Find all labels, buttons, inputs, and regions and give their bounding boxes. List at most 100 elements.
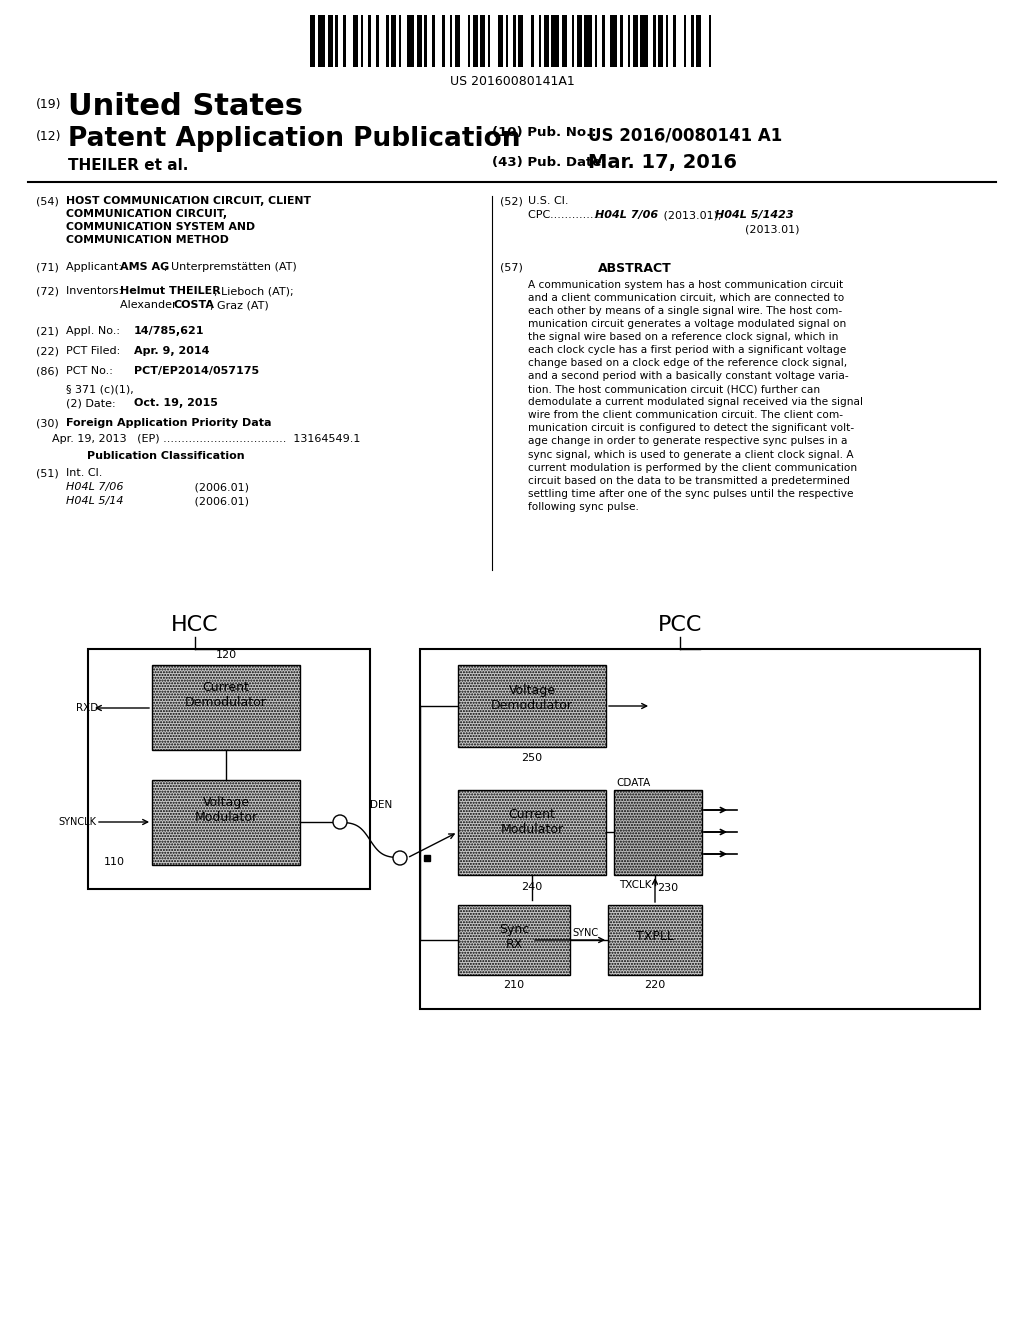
Bar xyxy=(343,15,345,67)
Bar xyxy=(640,15,648,67)
Bar xyxy=(561,15,566,67)
Text: (2) Date:: (2) Date: xyxy=(66,399,116,408)
Bar xyxy=(608,906,702,975)
Bar xyxy=(691,15,693,67)
Bar xyxy=(317,15,326,67)
Text: HCC: HCC xyxy=(171,615,219,635)
Text: Publication Classification: Publication Classification xyxy=(87,451,245,461)
Text: CDATA: CDATA xyxy=(616,777,650,788)
Text: (12): (12) xyxy=(36,129,61,143)
Bar xyxy=(709,15,712,67)
Text: DEN: DEN xyxy=(370,800,392,810)
Text: A communication system has a host communication circuit
and a client communicati: A communication system has a host commun… xyxy=(528,280,863,512)
Text: (43) Pub. Date:: (43) Pub. Date: xyxy=(492,156,606,169)
Text: Applicant:: Applicant: xyxy=(66,261,126,272)
Bar xyxy=(88,649,370,888)
Text: Voltage
Demodulator: Voltage Demodulator xyxy=(492,684,573,711)
Circle shape xyxy=(393,851,407,865)
Text: COMMUNICATION METHOD: COMMUNICATION METHOD xyxy=(66,235,229,246)
Bar xyxy=(458,789,606,875)
Bar xyxy=(506,15,508,67)
Bar xyxy=(628,15,630,67)
Bar xyxy=(696,15,701,67)
Text: Appl. No.:: Appl. No.: xyxy=(66,326,120,337)
Text: PCC: PCC xyxy=(657,615,702,635)
Bar xyxy=(602,15,605,67)
Text: , Graz (AT): , Graz (AT) xyxy=(210,300,268,310)
Bar xyxy=(360,15,364,67)
Bar xyxy=(420,649,980,1008)
Text: , Lieboch (AT);: , Lieboch (AT); xyxy=(214,286,294,296)
Text: Int. Cl.: Int. Cl. xyxy=(66,469,102,478)
Text: THEILER et al.: THEILER et al. xyxy=(68,158,188,173)
Bar xyxy=(658,15,664,67)
Bar xyxy=(610,15,617,67)
Bar xyxy=(666,15,669,67)
Bar xyxy=(595,15,597,67)
Bar xyxy=(399,15,401,67)
Text: ABSTRACT: ABSTRACT xyxy=(598,261,672,275)
Text: TXCLK: TXCLK xyxy=(618,880,651,890)
Bar xyxy=(152,665,300,750)
Bar xyxy=(468,15,470,67)
Text: Current
Modulator: Current Modulator xyxy=(501,808,563,836)
Text: 110: 110 xyxy=(104,857,125,867)
Text: COMMUNICATION CIRCUIT,: COMMUNICATION CIRCUIT, xyxy=(66,209,227,219)
Bar xyxy=(369,15,371,67)
Bar xyxy=(653,15,655,67)
Text: H04L 7/06: H04L 7/06 xyxy=(595,210,658,220)
Text: (51): (51) xyxy=(36,469,58,478)
Text: Voltage
Modulator: Voltage Modulator xyxy=(195,796,258,824)
Bar xyxy=(633,15,638,67)
Text: (57): (57) xyxy=(500,261,523,272)
Bar xyxy=(513,15,516,67)
Bar xyxy=(518,15,523,67)
Text: 120: 120 xyxy=(215,649,237,660)
Bar xyxy=(152,780,300,865)
Bar xyxy=(620,15,623,67)
Text: (2006.01): (2006.01) xyxy=(156,482,249,492)
Text: SYNCLK: SYNCLK xyxy=(58,817,96,828)
Bar xyxy=(442,15,444,67)
Bar xyxy=(424,15,427,67)
Text: Apr. 19, 2013   (EP) ..................................  13164549.1: Apr. 19, 2013 (EP) .....................… xyxy=(52,434,360,444)
Text: (30): (30) xyxy=(36,418,58,428)
Text: United States: United States xyxy=(68,92,303,121)
Bar xyxy=(480,15,485,67)
Bar xyxy=(487,15,490,67)
Text: 230: 230 xyxy=(657,883,679,894)
Text: Foreign Application Priority Data: Foreign Application Priority Data xyxy=(66,418,271,428)
Circle shape xyxy=(333,814,347,829)
Bar xyxy=(353,15,358,67)
Bar xyxy=(458,906,570,975)
Text: 250: 250 xyxy=(521,752,543,763)
Bar xyxy=(683,15,686,67)
Bar xyxy=(585,15,592,67)
Text: Inventors:: Inventors: xyxy=(66,286,126,296)
Text: (22): (22) xyxy=(36,346,59,356)
Text: HOST COMMUNICATION CIRCUIT, CLIENT: HOST COMMUNICATION CIRCUIT, CLIENT xyxy=(66,195,311,206)
Text: 220: 220 xyxy=(644,979,666,990)
Text: (54): (54) xyxy=(36,195,58,206)
Text: (19): (19) xyxy=(36,98,61,111)
Text: PCT No.:: PCT No.: xyxy=(66,366,113,376)
Bar xyxy=(551,15,559,67)
Bar xyxy=(336,15,338,67)
Bar xyxy=(310,15,315,67)
Bar xyxy=(450,15,453,67)
Bar xyxy=(458,665,606,747)
Text: AMS AG: AMS AG xyxy=(120,261,169,272)
Text: TXPLL: TXPLL xyxy=(636,931,674,944)
Text: COSTA: COSTA xyxy=(174,300,215,310)
Bar xyxy=(614,789,702,875)
Text: Current
Demodulator: Current Demodulator xyxy=(185,681,267,709)
Text: (2013.01);: (2013.01); xyxy=(660,210,725,220)
Bar xyxy=(571,15,574,67)
Bar xyxy=(328,15,333,67)
Text: COMMUNICATION SYSTEM AND: COMMUNICATION SYSTEM AND xyxy=(66,222,255,232)
Text: PCT Filed:: PCT Filed: xyxy=(66,346,120,356)
Text: (71): (71) xyxy=(36,261,58,272)
Bar xyxy=(391,15,396,67)
Bar xyxy=(577,15,582,67)
Text: Patent Application Publication: Patent Application Publication xyxy=(68,125,520,152)
